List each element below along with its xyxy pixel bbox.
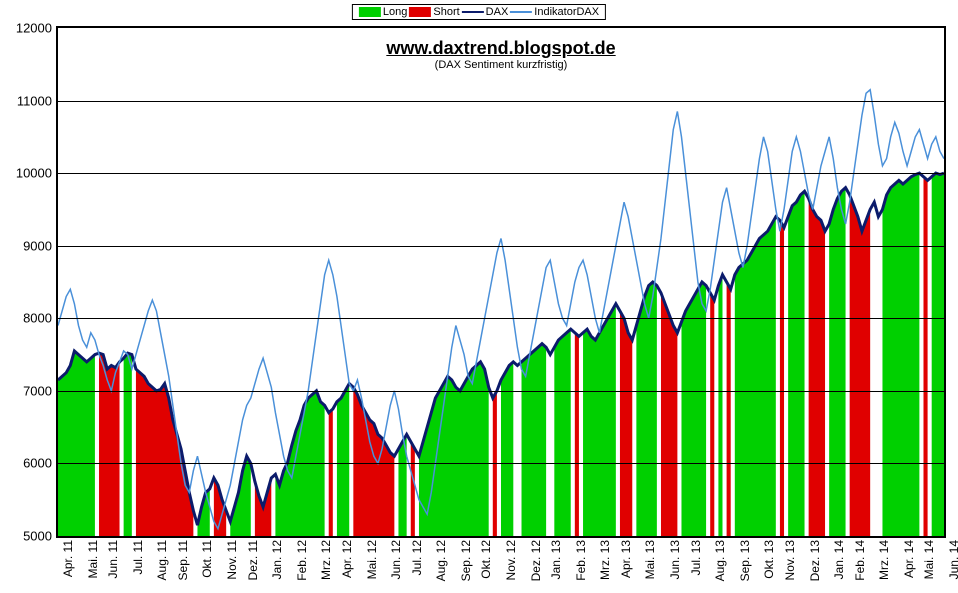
sentiment-area <box>718 275 722 536</box>
sentiment-area <box>329 409 333 536</box>
x-tick-label: Nov. 11 <box>225 540 239 580</box>
legend-swatch <box>359 7 381 17</box>
sentiment-area <box>411 442 415 536</box>
sentiment-area <box>554 329 570 536</box>
gridline <box>58 173 944 174</box>
chart-container: Long Short DAX IndikatorDAX www.daxtrend.bl… <box>4 4 954 589</box>
legend-item: IndikatorDAX <box>510 6 599 18</box>
x-tick-label: Dez. 12 <box>529 540 543 581</box>
legend-label: Long <box>383 6 407 18</box>
x-tick-label: Mrz. 12 <box>319 540 333 580</box>
sentiment-area <box>788 191 804 536</box>
x-tick-label: Sep. 13 <box>738 540 752 581</box>
x-tick-label: Jul. 13 <box>689 540 703 575</box>
x-tick-label: Sep. 12 <box>459 540 473 581</box>
x-tick-label: Jan. 14 <box>832 540 846 579</box>
x-tick-label: Mrz. 14 <box>877 540 891 580</box>
sentiment-area <box>829 188 845 536</box>
sentiment-area <box>575 333 579 536</box>
sentiment-area <box>99 353 120 536</box>
x-tick-label: Feb. 12 <box>295 540 309 581</box>
sentiment-area <box>710 293 714 536</box>
x-tick-label: Okt. 11 <box>200 540 214 578</box>
legend-item: Long <box>359 6 407 18</box>
x-tick-label: Jan. 12 <box>270 540 284 579</box>
gridline <box>58 463 944 464</box>
x-tick-label: Mai. 11 <box>86 540 100 578</box>
gridline <box>58 391 944 392</box>
x-tick-label: Feb. 13 <box>574 540 588 581</box>
legend-label: DAX <box>486 6 509 18</box>
chart-title-block: www.daxtrend.blogspot.de (DAX Sentiment … <box>386 38 615 71</box>
x-tick-label: Jul. 12 <box>410 540 424 575</box>
x-tick-label: Aug. 13 <box>713 540 727 581</box>
gridline <box>58 101 944 102</box>
sentiment-area <box>353 387 394 536</box>
chart-title: www.daxtrend.blogspot.de <box>386 38 615 59</box>
x-tick-label: Jun. 14 <box>947 540 958 579</box>
y-tick-label: 11000 <box>17 93 52 108</box>
legend-label: Short <box>433 6 459 18</box>
x-tick-label: Aug. 11 <box>155 540 169 580</box>
x-tick-label: Mai. 13 <box>643 540 657 579</box>
sentiment-area <box>923 177 927 536</box>
plot-area: www.daxtrend.blogspot.de (DAX Sentiment … <box>56 26 946 538</box>
x-tick-label: Okt. 13 <box>762 540 776 579</box>
legend: Long Short DAX IndikatorDAX <box>352 4 606 20</box>
sentiment-area <box>620 311 632 536</box>
sentiment-area <box>419 362 489 536</box>
x-tick-label: Jun. 11 <box>106 540 120 578</box>
gridline <box>58 246 944 247</box>
x-tick-label: Nov. 13 <box>783 540 797 580</box>
x-tick-label: Mai. 14 <box>922 540 936 579</box>
sentiment-area <box>780 220 784 536</box>
y-tick-label: 9000 <box>23 238 52 253</box>
x-tick-label: Dez. 13 <box>808 540 822 581</box>
sentiment-area <box>136 369 193 536</box>
legend-swatch <box>510 11 532 13</box>
x-tick-label: Apr. 12 <box>340 540 354 578</box>
x-tick-label: Mrz. 13 <box>598 540 612 580</box>
legend-swatch <box>462 11 484 13</box>
x-tick-label: Okt. 12 <box>479 540 493 579</box>
chart-svg <box>58 28 944 536</box>
x-tick-label: Apr. 11 <box>61 540 75 577</box>
sentiment-area <box>58 351 95 536</box>
gridline <box>58 318 944 319</box>
y-tick-label: 8000 <box>23 311 52 326</box>
y-tick-label: 12000 <box>16 21 52 36</box>
y-tick-label: 5000 <box>23 529 52 544</box>
sentiment-area <box>681 282 706 536</box>
y-tick-label: 6000 <box>23 456 52 471</box>
legend-item: DAX <box>462 6 509 18</box>
sentiment-area <box>501 362 513 536</box>
y-tick-label: 10000 <box>16 166 52 181</box>
sentiment-area <box>809 199 825 536</box>
x-tick-label: Dez. 11 <box>246 540 260 580</box>
sentiment-area <box>727 282 731 536</box>
x-tick-label: Jun. 12 <box>389 540 403 579</box>
x-tick-label: Sep. 11 <box>176 540 190 580</box>
sentiment-area <box>337 384 349 536</box>
x-tick-label: Feb. 14 <box>853 540 867 581</box>
sentiment-area <box>882 173 919 536</box>
x-tick-label: Jan. 13 <box>549 540 563 579</box>
sentiment-area <box>522 344 547 536</box>
legend-swatch <box>409 7 431 17</box>
x-tick-label: Jul. 11 <box>131 540 145 574</box>
sentiment-area <box>932 173 944 536</box>
x-tick-label: Apr. 14 <box>902 540 916 578</box>
x-tick-label: Apr. 13 <box>619 540 633 578</box>
sentiment-area <box>124 353 132 536</box>
legend-label: IndikatorDAX <box>534 6 599 18</box>
x-tick-label: Jun. 13 <box>668 540 682 579</box>
x-tick-label: Nov. 12 <box>504 540 518 580</box>
y-tick-label: 7000 <box>23 383 52 398</box>
x-tick-label: Mai. 12 <box>365 540 379 579</box>
legend-item: Short <box>409 6 459 18</box>
sentiment-area <box>583 304 616 536</box>
x-tick-label: Aug. 12 <box>434 540 448 581</box>
chart-subtitle: (DAX Sentiment kurzfristig) <box>386 59 615 71</box>
